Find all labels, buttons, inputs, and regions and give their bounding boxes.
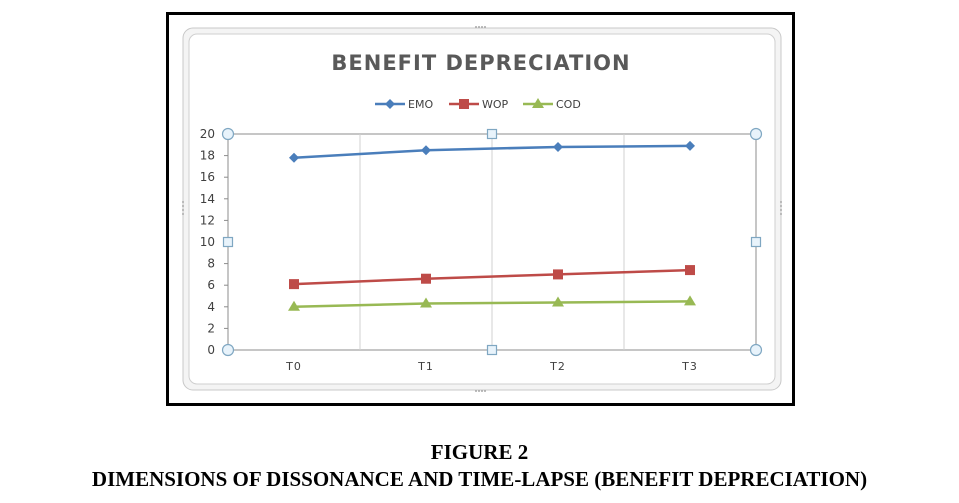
marker-triangle (532, 98, 544, 108)
marker-triangle (552, 296, 564, 307)
y-tick-label: 8 (207, 257, 215, 271)
chart-title: BENEFIT DEPRECIATION (331, 51, 630, 75)
y-tick-label: 2 (207, 321, 215, 335)
marker-diamond (421, 145, 431, 156)
y-tick-label: 18 (200, 149, 215, 163)
side-handle[interactable] (486, 128, 498, 140)
gridlines (359, 134, 625, 350)
side-handle[interactable] (486, 344, 498, 356)
side-handle[interactable] (222, 236, 234, 248)
marker-diamond (685, 140, 695, 151)
series-wop (289, 265, 695, 290)
y-tick-label: 16 (200, 170, 215, 184)
marker-diamond (385, 99, 395, 109)
corner-handle[interactable] (749, 127, 763, 141)
x-tick-label: T1 (417, 360, 434, 373)
legend-item-wop: WOP (449, 98, 509, 111)
marker-square (553, 269, 563, 280)
x-tick-label: T0 (285, 360, 302, 373)
series-line (293, 300, 691, 309)
y-tick-label: 4 (207, 300, 215, 314)
side-handle[interactable] (750, 236, 762, 248)
corner-handle[interactable] (749, 343, 763, 357)
marker-triangle (420, 297, 432, 308)
marker-triangle (288, 300, 300, 311)
corner-handle[interactable] (221, 127, 235, 141)
marker-square (685, 265, 695, 276)
series-line (293, 144, 691, 160)
series-line (293, 268, 691, 286)
marker-square (459, 99, 469, 109)
figure-number: FIGURE 2 (430, 440, 529, 464)
series-cod (288, 295, 696, 311)
y-tick-label: 14 (200, 192, 215, 206)
figure-title: DIMENSIONS OF DISSONANCE AND TIME-LAPSE … (91, 467, 868, 491)
chart-area-inner (188, 33, 776, 385)
x-tick-label: T3 (681, 360, 698, 373)
legend-item-emo: EMO (375, 98, 433, 111)
marker-diamond (289, 152, 299, 163)
frame-handles (182, 26, 782, 392)
marker-triangle (684, 295, 696, 306)
x-tick-label: T2 (549, 360, 566, 373)
legend-label: COD (556, 98, 581, 111)
x-axis: T0 T1 T2 T3 (285, 360, 698, 373)
legend-label: EMO (408, 98, 433, 111)
y-tick-label: 10 (200, 235, 215, 249)
marker-square (289, 279, 299, 290)
y-tick-label: 20 (200, 127, 215, 141)
marker-square (421, 273, 431, 284)
corner-handle[interactable] (221, 343, 235, 357)
series-emo (289, 140, 695, 163)
legend: EMO WOP COD (375, 98, 581, 111)
legend-label: WOP (482, 98, 509, 111)
series-group (288, 140, 696, 311)
y-tick-label: 0 (207, 343, 215, 357)
y-tick-label: 12 (200, 213, 215, 227)
marker-diamond (553, 141, 563, 152)
selection-handles[interactable] (221, 127, 763, 357)
y-tick-label: 6 (207, 278, 215, 292)
legend-item-cod: COD (523, 98, 581, 111)
y-axis: 0 2 4 6 8 10 12 14 16 18 20 (200, 127, 228, 357)
